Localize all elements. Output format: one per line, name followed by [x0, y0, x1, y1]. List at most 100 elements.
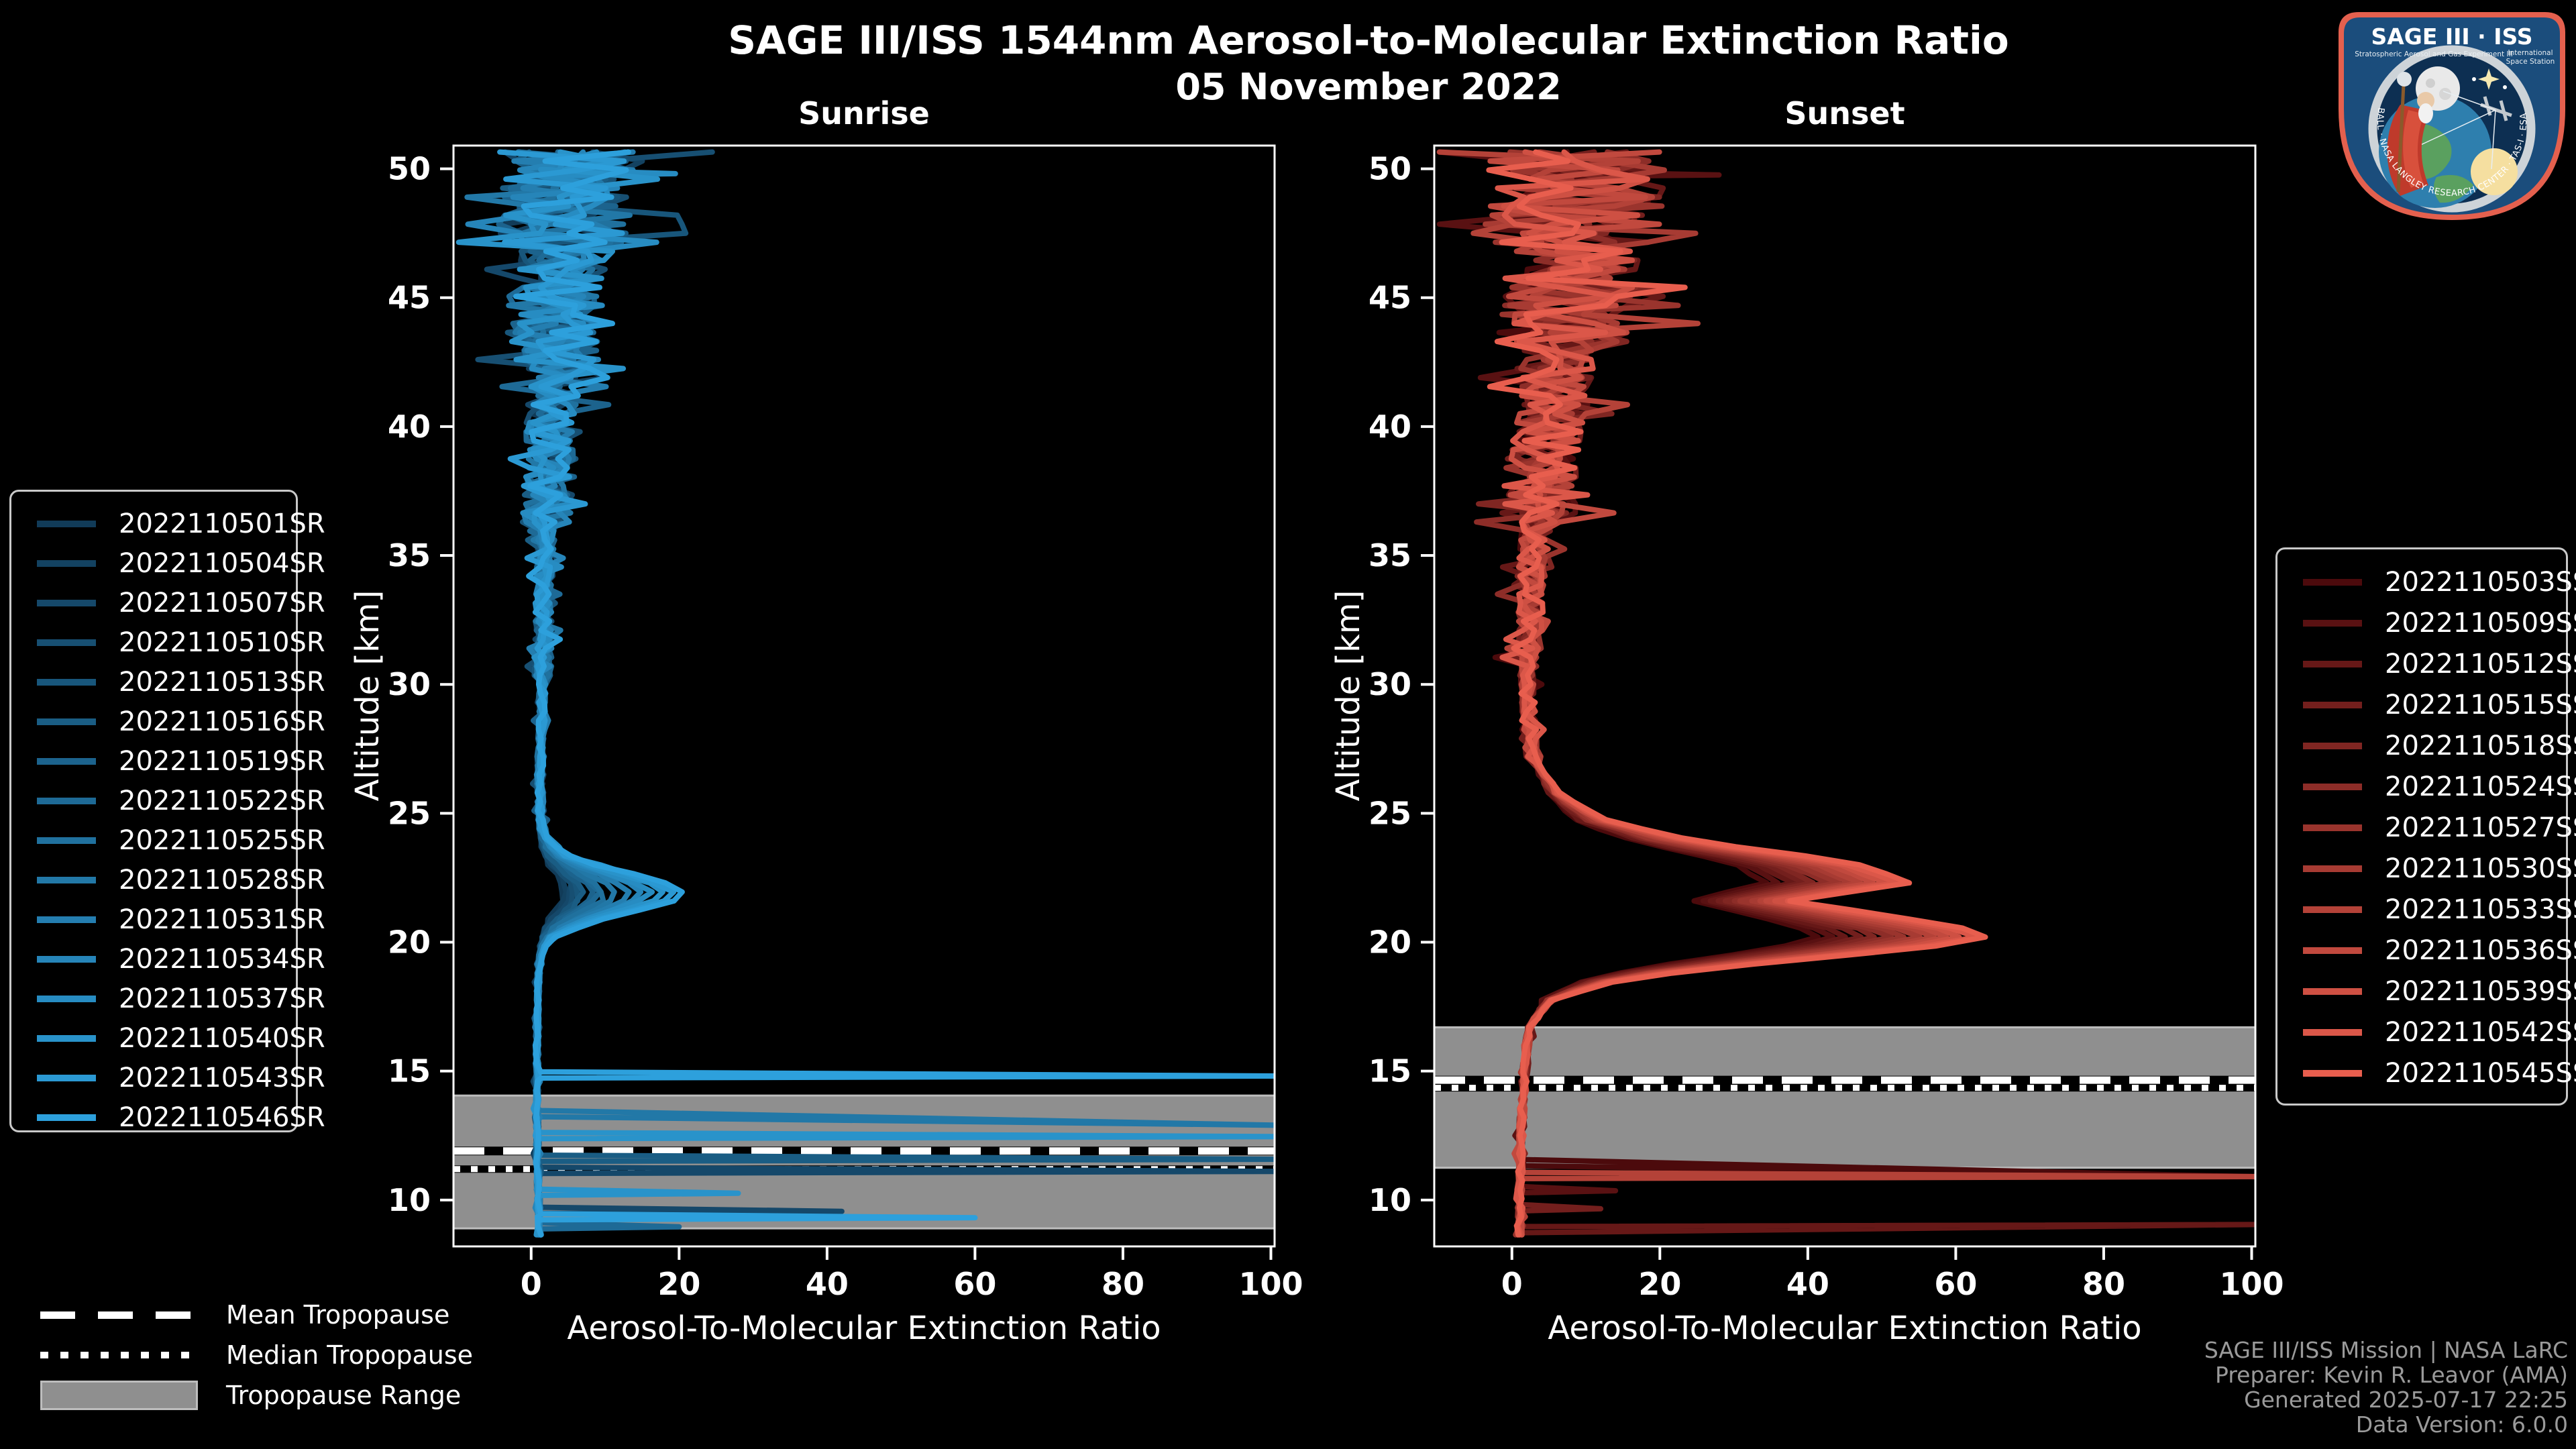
- credit-line: Data Version: 6.0.0: [2355, 1411, 2568, 1438]
- legend-item: 2022110536SS: [2284, 930, 2576, 971]
- svg-text:50: 50: [1368, 151, 1411, 187]
- legend-line-swatch: [2303, 906, 2362, 913]
- y-ticks: 10 15 20 25 30 35 40 45 50: [1368, 151, 1434, 1218]
- legend-label: 2022110527SS: [2385, 812, 2576, 843]
- panel-title-sunset: Sunset: [1784, 95, 1905, 131]
- legend-label: 2022110522SR: [119, 785, 325, 816]
- median-tropopause-dot-icon: [40, 1340, 198, 1370]
- svg-text:35: 35: [1368, 537, 1411, 574]
- svg-text:40: 40: [388, 409, 431, 445]
- svg-text:15: 15: [388, 1053, 431, 1089]
- lidar-beams-icon: [2416, 91, 2496, 170]
- legend-item: 2022110524SS: [2284, 766, 2576, 807]
- svg-text:50: 50: [388, 151, 431, 187]
- legend-item: 2022110527SS: [2284, 807, 2576, 848]
- sun-icon: [2471, 148, 2518, 195]
- credit-line: SAGE III/ISS Mission | NASA LaRC: [2204, 1337, 2568, 1363]
- svg-text:0: 0: [521, 1266, 542, 1302]
- legend-label: 2022110537SR: [119, 983, 325, 1014]
- axis-frame: [452, 144, 1276, 1248]
- legend-item: 2022110504SR: [18, 543, 325, 583]
- legend-line-swatch: [2303, 701, 2362, 708]
- legend-item: 2022110522SR: [18, 781, 325, 820]
- legend-line-swatch: [2303, 742, 2362, 749]
- sunset-panel: 0 20 40 60 80 100 10 15 20 25 30 35 40 45 50: [1368, 144, 2284, 1302]
- svg-text:20: 20: [1368, 924, 1411, 961]
- legend-line-swatch: [2303, 619, 2362, 627]
- legend-label: 2022110501SR: [119, 508, 325, 539]
- tropopause-range-band: [1435, 1027, 2255, 1168]
- x-axis-label-sunset: Aerosol-To-Molecular Extinction Ratio: [1548, 1309, 2142, 1347]
- tropopause-legend: Mean Tropopause Median Tropopause Tropop…: [40, 1295, 473, 1415]
- legend-label: 2022110536SS: [2385, 934, 2576, 966]
- legend-label: 2022110513SR: [119, 666, 325, 698]
- earth-land: [2434, 174, 2473, 203]
- legend-label: 2022110516SR: [119, 706, 325, 737]
- credit-line: Preparer: Kevin R. Leavor (AMA): [2215, 1362, 2568, 1388]
- star-icon: [2478, 68, 2500, 90]
- svg-text:35: 35: [388, 537, 431, 574]
- legend-label: 2022110524SS: [2385, 771, 2576, 802]
- x-ticks: 0 20 40 60 80 100: [1501, 1246, 2284, 1302]
- legend-line-swatch: [37, 916, 96, 923]
- legend-line-swatch: [2303, 1069, 2362, 1077]
- legend-line-swatch: [2303, 865, 2362, 872]
- x-axis-label-sunrise: Aerosol-To-Molecular Extinction Ratio: [567, 1309, 1161, 1347]
- logo-right-line1: International: [2508, 49, 2553, 57]
- legend-line-swatch: [37, 1114, 96, 1121]
- legend-item: 2022110507SR: [18, 583, 325, 623]
- legend-item: 2022110512SS: [2284, 643, 2576, 684]
- legend-item: 2022110510SR: [18, 623, 325, 662]
- legend-label: 2022110534SR: [119, 943, 325, 975]
- legend-label: 2022110512SS: [2385, 648, 2576, 680]
- svg-text:30: 30: [388, 666, 431, 702]
- logo-subtitle: Stratospheric Aerosol and Gas Experiment…: [2355, 50, 2513, 58]
- profile-line-2022110546SR: [513, 149, 1274, 1238]
- legend-line-swatch: [2303, 824, 2362, 831]
- svg-text:80: 80: [1102, 1266, 1144, 1302]
- tropopause-legend-label: Median Tropopause: [226, 1340, 473, 1370]
- legend-label: 2022110530SS: [2385, 853, 2576, 884]
- legend-line-swatch: [2303, 783, 2362, 790]
- credit-line: Generated 2025-07-17 22:25: [2244, 1387, 2568, 1413]
- tropopause-legend-item-mean: Mean Tropopause: [40, 1295, 473, 1335]
- svg-text:40: 40: [806, 1266, 849, 1302]
- credit-block: SAGE III/ISS Mission | NASA LaRC Prepare…: [2204, 1338, 2568, 1437]
- svg-text:25: 25: [1368, 795, 1411, 831]
- svg-text:40: 40: [1368, 409, 1411, 445]
- legend-line-swatch: [37, 1074, 96, 1081]
- legend-line-swatch: [37, 876, 96, 883]
- logo-right-line2: Space Station: [2506, 58, 2555, 66]
- profile-line-2022110545SS: [1486, 149, 1988, 1238]
- legend-item: 2022110501SR: [18, 504, 325, 543]
- legend-item: 2022110518SS: [2284, 725, 2576, 766]
- legend-label: 2022110525SR: [119, 824, 325, 856]
- legend-item: 2022110533SS: [2284, 889, 2576, 930]
- legend-item: 2022110530SS: [2284, 848, 2576, 889]
- legend-item: 2022110545SS: [2284, 1053, 2576, 1093]
- svg-text:40: 40: [1786, 1266, 1829, 1302]
- legend-line-swatch: [37, 520, 96, 527]
- legend-item: 2022110515SS: [2284, 684, 2576, 725]
- legend-label: 2022110503SS: [2385, 566, 2576, 598]
- legend-line-swatch: [2303, 987, 2362, 995]
- svg-text:20: 20: [1638, 1266, 1681, 1302]
- legend-label: 2022110518SS: [2385, 730, 2576, 761]
- tropopause-legend-label: Tropopause Range: [226, 1381, 462, 1410]
- legend-line-swatch: [37, 678, 96, 686]
- svg-text:100: 100: [2219, 1266, 2284, 1302]
- svg-text:80: 80: [2082, 1266, 2125, 1302]
- legend-sunset-box: 2022110503SS 2022110509SS 2022110512SS 2022…: [2275, 547, 2576, 1106]
- legend-label: 2022110533SS: [2385, 894, 2576, 925]
- moon-crater: [2439, 88, 2451, 100]
- star-icon: [2472, 77, 2476, 81]
- legend-line-swatch: [2303, 660, 2362, 667]
- legend-label: 2022110509SS: [2385, 607, 2576, 639]
- legend-line-swatch: [2303, 578, 2362, 586]
- legend-item: 2022110546SR: [18, 1097, 325, 1137]
- logo-title: SAGE III · ISS: [2371, 23, 2532, 50]
- legend-item: 2022110519SR: [18, 741, 325, 781]
- legend-label: 2022110504SR: [119, 547, 325, 579]
- legend-item: 2022110525SR: [18, 820, 325, 860]
